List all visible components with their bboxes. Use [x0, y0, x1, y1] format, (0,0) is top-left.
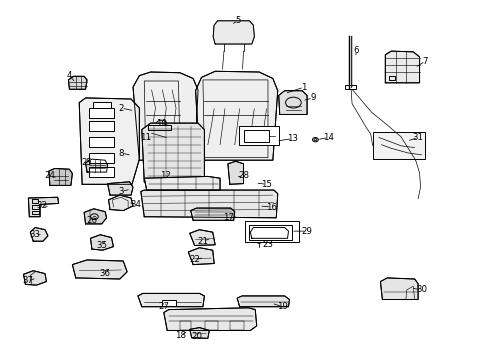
Polygon shape: [30, 228, 48, 241]
Polygon shape: [189, 328, 209, 338]
Text: 25: 25: [81, 158, 92, 167]
Bar: [89, 121, 114, 131]
Polygon shape: [250, 228, 288, 238]
Text: 36: 36: [100, 269, 110, 278]
Polygon shape: [85, 159, 107, 172]
Text: 32: 32: [36, 201, 47, 210]
Bar: [238, 126, 278, 145]
Polygon shape: [278, 91, 306, 114]
Polygon shape: [237, 296, 289, 307]
Bar: [93, 102, 111, 108]
Text: 19: 19: [277, 302, 287, 311]
Bar: [32, 199, 38, 203]
Bar: [32, 211, 39, 214]
Polygon shape: [190, 208, 234, 220]
Bar: [32, 205, 39, 209]
Polygon shape: [72, 260, 127, 279]
Text: 7: 7: [422, 57, 427, 66]
Text: 21: 21: [197, 237, 208, 246]
Polygon shape: [213, 21, 254, 44]
Polygon shape: [90, 235, 113, 250]
Bar: [372, 132, 425, 159]
Polygon shape: [68, 76, 87, 89]
Polygon shape: [28, 197, 59, 217]
Text: 24: 24: [44, 171, 55, 180]
Text: 28: 28: [238, 171, 248, 180]
Polygon shape: [144, 130, 160, 164]
Text: 26: 26: [86, 216, 97, 225]
Bar: [245, 221, 299, 242]
Text: 6: 6: [352, 46, 358, 55]
Text: 30: 30: [415, 285, 426, 294]
Polygon shape: [380, 278, 417, 300]
Text: 34: 34: [130, 200, 141, 209]
Polygon shape: [227, 161, 243, 184]
Polygon shape: [107, 182, 133, 195]
Text: 2: 2: [118, 104, 124, 112]
Text: 37: 37: [23, 276, 34, 285]
Text: 20: 20: [191, 332, 202, 341]
Polygon shape: [79, 98, 139, 184]
Polygon shape: [144, 176, 220, 190]
Bar: [249, 225, 292, 240]
Text: 17: 17: [223, 213, 234, 222]
Text: 11: 11: [140, 133, 151, 142]
Bar: [89, 137, 114, 147]
Text: 1: 1: [301, 83, 306, 91]
Bar: [147, 125, 171, 130]
Text: 18: 18: [175, 331, 186, 340]
Polygon shape: [385, 51, 419, 83]
Text: 12: 12: [160, 171, 170, 180]
Polygon shape: [189, 230, 215, 246]
Text: 15: 15: [261, 180, 271, 189]
Polygon shape: [142, 123, 204, 182]
Polygon shape: [49, 168, 72, 185]
Polygon shape: [133, 72, 198, 160]
Text: 13: 13: [286, 134, 297, 143]
Polygon shape: [188, 248, 214, 265]
Text: 9: 9: [310, 94, 315, 102]
Text: 27: 27: [158, 302, 169, 311]
Bar: [89, 167, 114, 177]
Text: 10: 10: [156, 118, 166, 127]
Bar: [89, 153, 114, 163]
Text: 14: 14: [323, 133, 333, 142]
Text: 22: 22: [189, 256, 200, 264]
Text: 23: 23: [262, 240, 273, 249]
Text: 33: 33: [30, 230, 41, 239]
Polygon shape: [163, 308, 256, 330]
Polygon shape: [84, 209, 106, 224]
Polygon shape: [195, 71, 277, 160]
Text: 29: 29: [301, 227, 312, 236]
Bar: [388, 76, 394, 80]
Text: 3: 3: [118, 187, 124, 196]
Polygon shape: [108, 195, 133, 211]
Text: 35: 35: [96, 241, 107, 250]
Text: 8: 8: [118, 149, 124, 158]
Polygon shape: [23, 271, 46, 285]
Bar: [243, 130, 268, 142]
Text: 5: 5: [235, 16, 241, 25]
Bar: [345, 85, 355, 89]
Bar: [89, 108, 114, 118]
Polygon shape: [141, 190, 277, 218]
Text: 16: 16: [265, 202, 276, 211]
Polygon shape: [138, 293, 204, 307]
Text: 31: 31: [412, 133, 423, 142]
Text: 4: 4: [66, 71, 72, 80]
Bar: [162, 300, 176, 306]
